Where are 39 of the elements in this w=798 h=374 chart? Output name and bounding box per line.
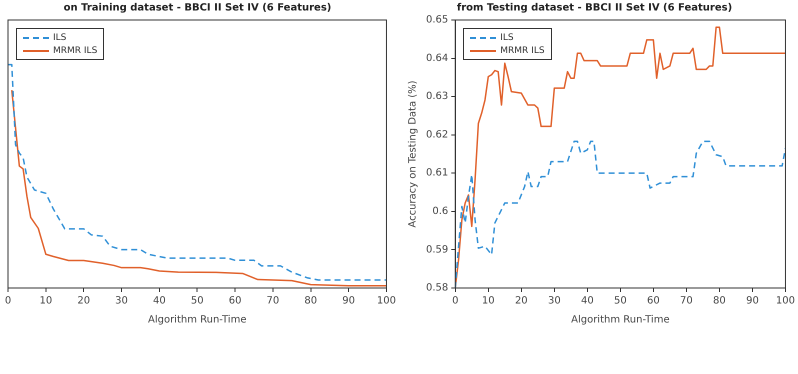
x-axis-title: Algorithm Run-Time (571, 314, 670, 326)
y-tick-label: 0.61 (426, 168, 448, 179)
x-tick-label: 30 (115, 296, 128, 307)
y-tick-label: 0.62 (426, 129, 448, 140)
x-tick-label: 80 (713, 296, 726, 307)
chart-title: on Training dataset - BBCI II Set IV (6 Features) (64, 2, 332, 14)
y-tick-label: 0.65 (426, 14, 448, 26)
legend-label: ILS (500, 32, 514, 42)
x-tick-label: 40 (153, 296, 166, 307)
x-tick-label: 70 (680, 296, 693, 307)
y-axis-title: Accuracy on Testing Data (%) (408, 80, 419, 228)
x-tick-label: 100 (776, 296, 796, 307)
x-tick-label: 10 (39, 296, 52, 307)
x-tick-label: 90 (746, 296, 759, 307)
chart-title: from Testing dataset - BBCI II Set IV (6 Features) (456, 2, 732, 14)
x-tick-label: 70 (266, 296, 280, 307)
y-tick-label: 0.64 (426, 52, 448, 64)
x-tick-label: 60 (228, 296, 242, 307)
y-tick-label: 0.58 (426, 282, 448, 294)
x-tick-label: 10 (482, 296, 495, 307)
x-tick-label: 100 (376, 296, 396, 307)
legend-label: MRMR ILS (500, 46, 545, 56)
x-tick-label: 50 (190, 296, 204, 307)
y-tick-label: 0.63 (426, 91, 448, 102)
legend-label: ILS (53, 32, 66, 42)
x-tick-label: 30 (548, 296, 561, 307)
x-tick-label: 0 (452, 296, 458, 307)
x-axis-title: Algorithm Run-Time (148, 314, 246, 326)
y-tick-label: 0.6 (432, 206, 448, 218)
x-tick-label: 60 (647, 296, 660, 307)
legend-label: MRMR ILS (53, 46, 98, 56)
x-tick-label: 0 (4, 296, 12, 307)
x-tick-label: 80 (304, 296, 318, 307)
y-tick-label: 0.59 (426, 244, 448, 256)
x-tick-label: 90 (342, 296, 355, 307)
x-tick-label: 40 (580, 296, 594, 307)
x-tick-label: 20 (514, 296, 528, 307)
x-tick-label: 20 (77, 296, 90, 307)
x-tick-label: 50 (614, 296, 627, 307)
